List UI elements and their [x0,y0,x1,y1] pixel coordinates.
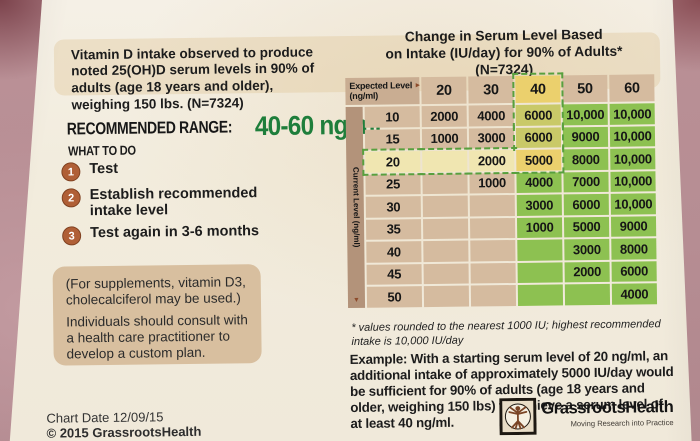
table-cell: 9000 [610,215,657,237]
table-cell: 10,000 [610,148,656,170]
copyright: © 2015 GrassrootsHealth [46,424,202,441]
grassrootshealth-logo: GrassrootsHealth Moving Research into Pr… [499,396,674,436]
table-cell [517,239,563,261]
table-cell: 2000 [421,105,467,127]
column-header: 40 [512,72,564,107]
table-cell: 7000 [563,171,609,193]
table-cell [422,173,468,195]
what-to-do-list: 1 Test 2 Establish recommended intake level… [61,159,292,252]
recommended-range-label: RECOMMENDED RANGE: [66,117,233,139]
table-cell: 6000 [611,260,657,282]
serum-intake-table: Expected Level ► (ng/ml) 20 30 40 50 60 Current… [345,72,658,308]
step-text: Test [89,160,119,178]
table-title: Change in Serum Level Based on Intake (I… [354,26,655,80]
row-label: 10 [364,106,420,128]
table-cell [517,261,563,283]
down-arrow-icon: ▼ [352,296,360,304]
table-cell: 4000 [611,283,658,305]
row-label: 15 [364,128,421,150]
table-cell: 3000 [468,127,515,149]
table-cell: 10,000 [562,103,608,125]
table-cell [564,283,611,305]
table-cell: 1000 [516,216,563,238]
footer-left: Chart Date 12/09/15 © 2015 GrassrootsHea… [46,409,201,441]
table-cell: 4000 [468,104,514,127]
logo-text: GrassrootsHealth Moving Research into Pr… [541,398,674,428]
row-label: 40 [366,241,422,263]
table-cell: 5000 [563,216,610,238]
table-cell: 6000 [563,193,609,215]
table-cell [517,284,564,306]
table-cell: 1000 [421,128,468,150]
table-cell: 2000 [564,261,610,283]
row-label: 45 [366,263,422,285]
table-cell: 2000 [466,146,518,175]
intro-text: Vitamin D intake observed to produce not… [70,43,315,113]
expected-level-header: Expected Level ► (ng/ml) [345,77,422,106]
logo-tagline: Moving Research into Practice [570,417,674,428]
consult-note-text: Individuals should consult with a health… [66,312,248,362]
table-cell [470,262,516,284]
table-cell: 8000 [611,238,657,260]
what-to-do-step: 1 Test [61,159,291,182]
table-cell: 10,000 [610,170,656,192]
table-cell: 3000 [516,194,562,216]
supplement-note-text: (For supplements, vitamin D3, cholecalci… [65,274,246,308]
logo-name: GrassrootsHealth [541,398,674,418]
step-number-badge: 2 [61,188,81,208]
row-label: 20 [362,148,424,176]
what-to-do-step: 2 Establish recommended intake level [61,185,292,220]
column-header: 50 [562,74,608,103]
what-to-do-heading: WHAT TO DO [68,142,136,159]
column-header: 20 [421,76,467,105]
step-number-badge: 1 [61,162,81,182]
current-level-header: Current Level (ng/ml) ▼ [345,106,366,308]
what-to-do-step: 3 Test again in 3-6 months [62,223,292,246]
table-cell: 10,000 [609,103,655,125]
table-cell: 6000 [512,101,564,129]
right-arrow-icon: ► [414,81,422,89]
table-footnote: * values rounded to the nearest 1000 IU;… [351,318,661,348]
column-header: 30 [468,75,514,104]
table-cell: 1000 [469,172,515,194]
table-cell [423,240,469,262]
table-cell [469,217,516,239]
column-header: 60 [609,74,655,102]
table-cell [422,218,469,240]
table-cell: 6000 [512,123,565,152]
table-cell [469,194,515,217]
table-cell [470,239,516,262]
step-number-badge: 3 [62,226,82,246]
row-label: 30 [365,196,421,218]
table-cell [419,147,471,175]
table-cell: 10,000 [609,125,656,147]
row-label: 25 [365,173,421,195]
vitruvian-man-icon [499,397,537,436]
table-cell: 10,000 [610,193,656,215]
table-cell [470,284,517,307]
table-cell: 9000 [562,126,609,148]
table-cell: 8000 [563,148,609,170]
table-cell: 4000 [516,171,562,193]
table-cell [422,195,468,217]
table-cell: 3000 [564,238,610,260]
table-cell [423,285,470,307]
row-label: 50 [366,286,423,308]
step-text: Test again in 3-6 months [90,223,260,242]
row-label: 35 [365,218,422,240]
step-text: Establish recommended intake level [89,185,258,220]
table-cell: 5000 [513,146,565,174]
table-cell [423,263,469,285]
